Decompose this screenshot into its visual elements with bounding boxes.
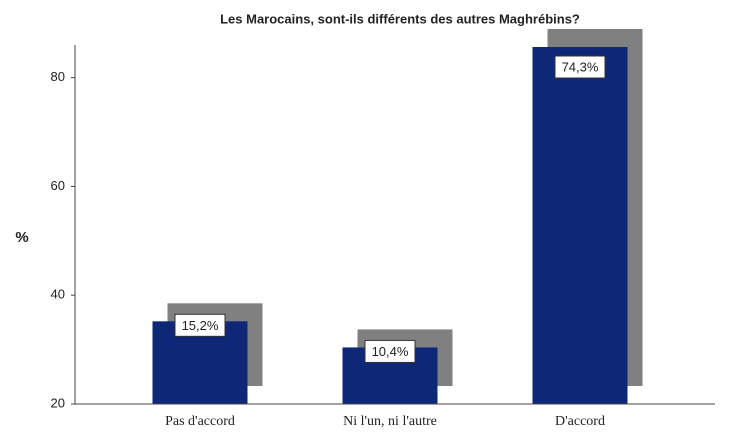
value-label-box [364, 339, 416, 363]
value-label: 10,4% [372, 344, 409, 359]
value-label-box [174, 313, 226, 337]
y-tick-label: 60 [51, 178, 65, 193]
x-tick-label: Pas d'accord [165, 414, 235, 429]
chart-title: Les Marocains, sont-ils différents des a… [220, 11, 580, 26]
y-axis-label: % [15, 229, 28, 246]
value-label: 15,2% [182, 318, 219, 333]
x-tick-label: D'accord [555, 414, 605, 429]
y-tick-label: 80 [51, 69, 65, 84]
bar [532, 47, 628, 404]
value-label: 74,3% [562, 59, 599, 74]
y-tick-label: 20 [51, 395, 65, 410]
x-tick-label: Ni l'un, ni l'autre [343, 414, 437, 429]
value-label-box [554, 55, 606, 79]
y-tick-label: 40 [51, 287, 65, 302]
